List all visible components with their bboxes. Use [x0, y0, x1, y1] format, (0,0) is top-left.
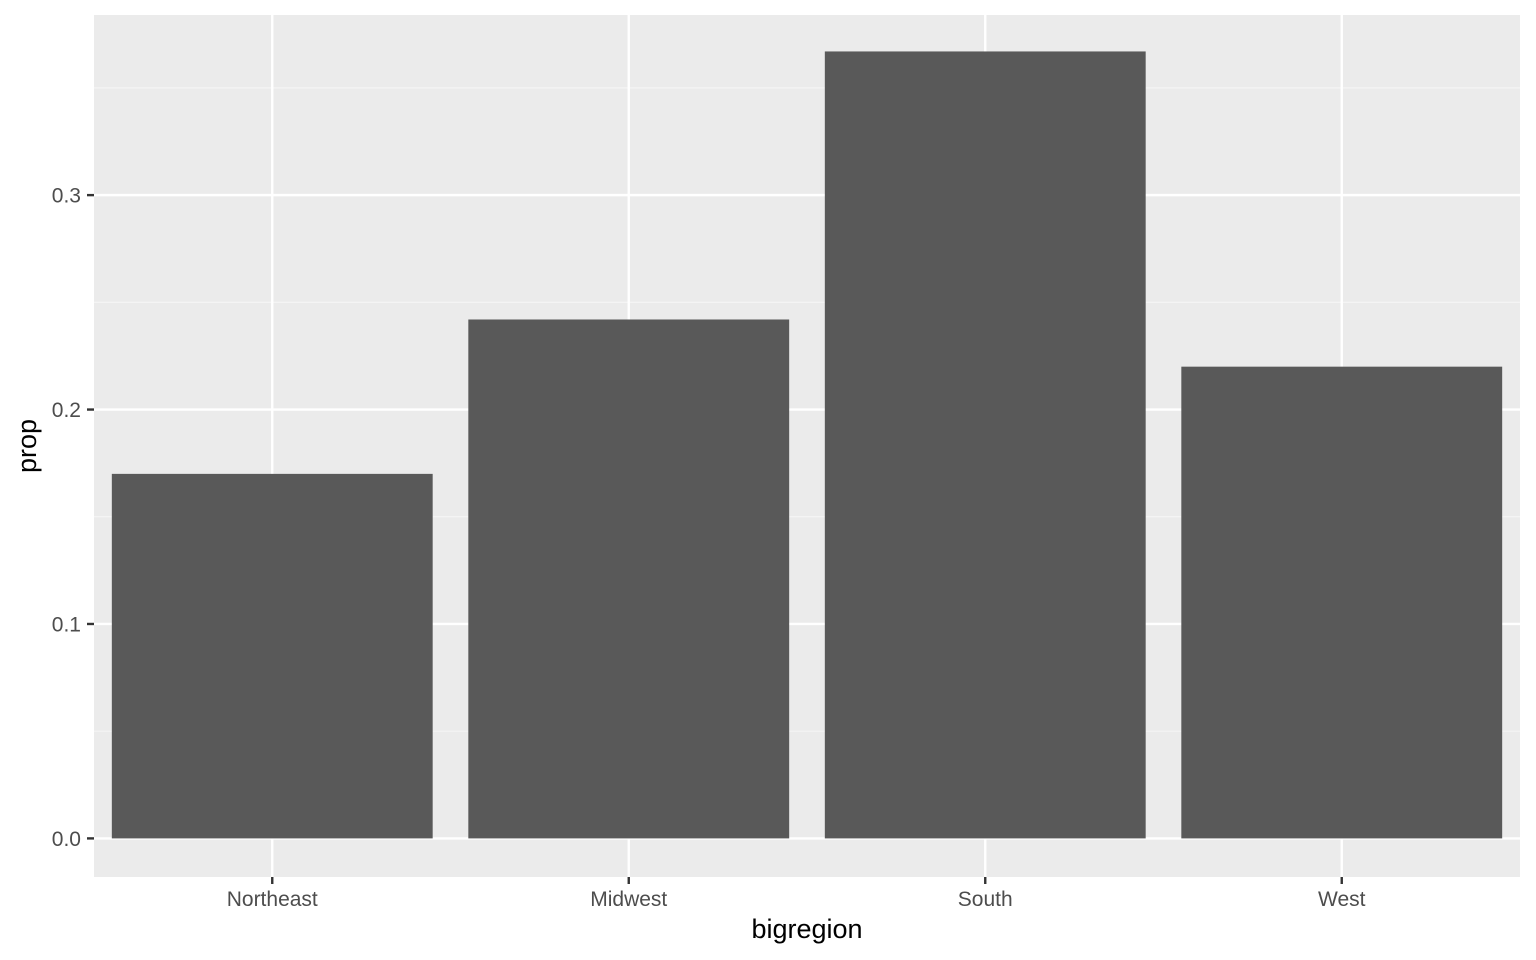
- y-tick-label: 0.2: [52, 399, 81, 422]
- x-axis: Northeast Midwest South West: [227, 877, 1366, 911]
- x-tick-label: Midwest: [590, 888, 667, 911]
- y-axis-title: prop: [12, 419, 42, 473]
- y-tick-label: 0.0: [52, 828, 81, 851]
- x-tick-label: South: [958, 888, 1013, 911]
- x-tick-label: West: [1318, 888, 1366, 911]
- bar-northeast: [111, 473, 433, 839]
- y-axis: 0.0 0.1 0.2 0.3: [52, 185, 94, 851]
- y-tick-label: 0.1: [52, 613, 81, 636]
- y-tick-label: 0.3: [52, 185, 81, 208]
- bars: [111, 51, 1503, 839]
- bar-west: [1181, 366, 1503, 839]
- x-axis-title: bigregion: [751, 914, 862, 944]
- x-tick-label: Northeast: [227, 888, 318, 911]
- bar-south: [824, 51, 1146, 839]
- bar-midwest: [468, 319, 790, 839]
